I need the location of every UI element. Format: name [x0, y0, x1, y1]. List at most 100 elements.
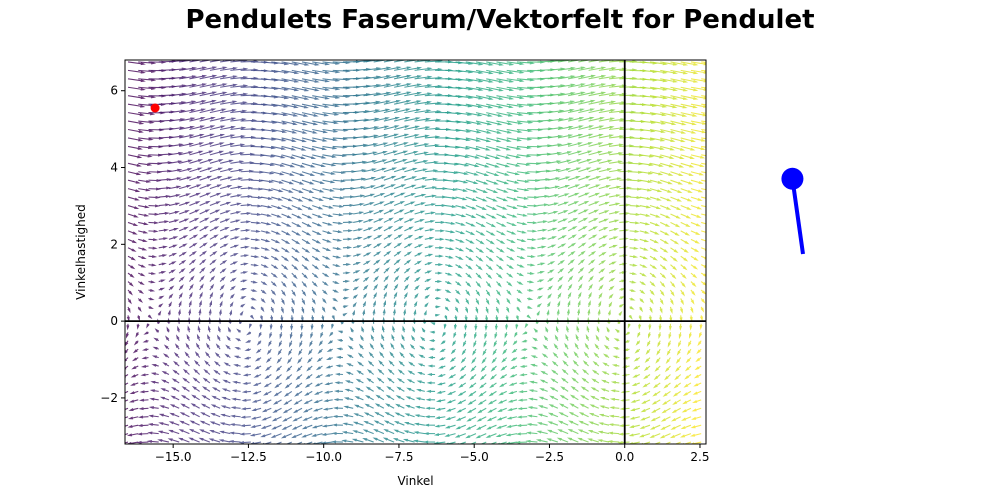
- vector-arrow: [496, 179, 510, 185]
- vector-arrow: [635, 340, 641, 346]
- vector-arrow: [138, 398, 149, 402]
- vector-arrow: [680, 188, 693, 193]
- vector-arrow: [485, 281, 492, 288]
- vector-arrow: [455, 171, 469, 175]
- vector-arrow: [127, 95, 146, 100]
- vector-arrow: [199, 91, 218, 97]
- vector-arrow: [670, 230, 680, 236]
- vector-arrow: [660, 221, 671, 228]
- vector-arrow: [383, 200, 395, 207]
- vector-arrow: [688, 332, 692, 339]
- vector-arrow: [632, 373, 640, 378]
- vector-arrow: [649, 145, 665, 150]
- vector-arrow: [426, 381, 436, 385]
- vector-arrow: [445, 238, 455, 242]
- vector-arrow: [292, 416, 303, 422]
- vector-arrow: [221, 388, 231, 392]
- vector-arrow: [403, 308, 407, 316]
- vector-arrow: [281, 264, 289, 271]
- vector-arrow: [404, 134, 420, 139]
- vector-arrow: [687, 340, 692, 348]
- vector-arrow: [414, 168, 428, 173]
- vector-arrow: [259, 323, 263, 330]
- vector-arrow: [227, 326, 232, 333]
- vector-arrow: [189, 125, 206, 131]
- vector-arrow: [424, 236, 435, 240]
- vector-arrow: [660, 154, 675, 159]
- vector-arrow: [424, 194, 437, 198]
- vector-arrow: [127, 86, 146, 91]
- vector-arrow: [271, 424, 282, 430]
- vector-arrow: [602, 353, 610, 359]
- vector-arrow: [342, 195, 356, 199]
- vector-arrow: [496, 112, 514, 117]
- vector-arrow: [170, 395, 180, 401]
- vector-arrow: [332, 171, 347, 174]
- vector-arrow: [219, 300, 223, 308]
- vector-arrow: [506, 154, 522, 159]
- vector-arrow: [281, 86, 300, 92]
- vector-arrow: [189, 267, 196, 274]
- vector-arrow: [322, 289, 328, 295]
- vector-arrow: [199, 283, 204, 291]
- vector-arrow: [659, 433, 671, 439]
- vector-arrow: [486, 86, 504, 92]
- vector-arrow: [548, 404, 559, 409]
- vector-arrow: [376, 385, 385, 392]
- vector-arrow: [204, 360, 211, 367]
- vector-arrow: [690, 213, 702, 218]
- vector-arrow: [143, 331, 149, 335]
- vector-arrow: [250, 212, 262, 216]
- vector-arrow: [281, 171, 295, 176]
- state-layer: [150, 103, 160, 113]
- vector-arrow: [567, 283, 573, 291]
- vector-arrow: [414, 75, 433, 80]
- vector-arrow: [465, 128, 482, 134]
- vector-arrow: [445, 230, 456, 234]
- vector-arrow: [209, 159, 224, 164]
- vector-arrow: [577, 267, 585, 274]
- vector-arrow: [260, 281, 268, 286]
- vector-arrow: [443, 323, 447, 330]
- vector-arrow: [690, 424, 702, 429]
- vector-arrow: [253, 373, 262, 378]
- vector-arrow: [271, 120, 288, 125]
- vector-arrow: [192, 377, 200, 384]
- vector-arrow: [148, 406, 159, 410]
- vector-arrow: [465, 61, 484, 66]
- vector-arrow: [680, 145, 696, 151]
- vector-arrow: [301, 188, 315, 193]
- vector-arrow: [648, 323, 652, 331]
- vector-arrow: [578, 150, 593, 156]
- vector-arrow: [333, 398, 343, 402]
- vector-arrow: [588, 412, 600, 418]
- vector-arrow: [168, 261, 177, 266]
- vector-arrow: [261, 407, 272, 413]
- vector-arrow: [203, 368, 211, 375]
- vector-arrow: [301, 128, 318, 134]
- vector-arrow: [353, 404, 364, 409]
- vector-arrow: [229, 293, 235, 299]
- vector-arrow: [506, 298, 511, 305]
- vector-arrow: [332, 415, 343, 419]
- vector-arrow: [372, 300, 376, 308]
- vector-arrow: [549, 395, 559, 401]
- vector-arrow: [557, 168, 572, 173]
- vector-arrow: [163, 344, 170, 350]
- vector-arrow: [475, 196, 488, 202]
- vector-arrow: [433, 433, 446, 437]
- vector-arrow: [260, 272, 269, 277]
- vector-arrow: [649, 95, 668, 100]
- vector-arrow: [546, 309, 550, 316]
- vector-arrow: [485, 238, 495, 245]
- vector-arrow: [546, 438, 559, 443]
- vector-arrow: [342, 271, 351, 275]
- vector-arrow: [158, 186, 172, 190]
- vector-arrow: [250, 288, 258, 292]
- vector-arrow: [409, 343, 416, 350]
- vector-arrow: [680, 424, 692, 430]
- vector-arrow: [472, 348, 477, 356]
- vector-arrow: [590, 387, 600, 392]
- vector-arrow: [588, 184, 601, 190]
- vector-arrow: [639, 221, 651, 226]
